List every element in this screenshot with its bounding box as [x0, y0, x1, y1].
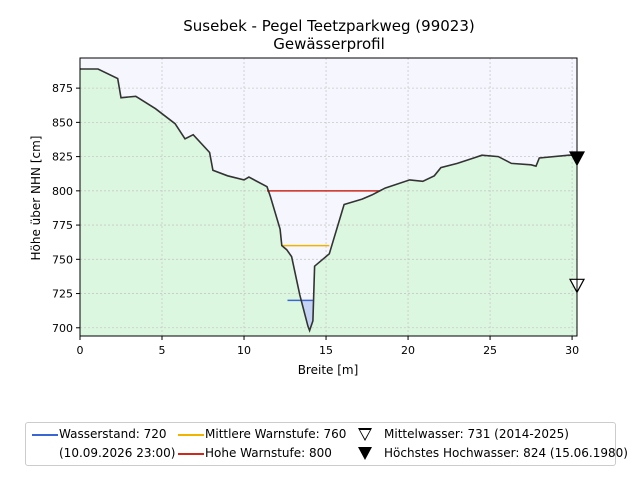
y-tick-label: 875 [52, 82, 73, 95]
plot-area [79, 57, 586, 337]
x-tick-label: 5 [159, 344, 166, 357]
x-tick-label: 30 [565, 344, 579, 357]
legend-label-wasserstand: Wasserstand: 720 [59, 427, 167, 441]
plot-frame [79, 57, 578, 337]
x-axis-label: Breite [m] [298, 363, 359, 377]
y-tick-label: 825 [52, 151, 73, 164]
legend-swatch-mittlere-warnstufe [178, 434, 204, 436]
x-tick-label: 15 [319, 344, 333, 357]
x-axis: 0 5 10 15 20 25 30 [77, 336, 579, 357]
water-area [301, 300, 314, 331]
legend-label-mittelwasser: Mittelwasser: 731 (2014-2025) [384, 427, 569, 441]
legend-label-mittlere-warnstufe: Mittlere Warnstufe: 760 [205, 427, 347, 441]
y-tick-label: 800 [52, 185, 73, 198]
y-tick-label: 700 [52, 322, 73, 335]
chart-title: Susebek - Pegel Teetzparkweg (99023) [183, 17, 474, 35]
legend-swatch-hohe-warnstufe [178, 453, 204, 455]
x-tick-label: 10 [237, 344, 251, 357]
legend-label-wasserstand-time: (10.09.2026 23:00) [59, 446, 176, 460]
y-tick-label: 850 [52, 116, 73, 129]
legend-label-hochwasser: Höchstes Hochwasser: 824 (15.06.1980) [384, 446, 628, 460]
x-tick-label: 25 [483, 344, 497, 357]
chart-subtitle: Gewässerprofil [273, 35, 385, 53]
terrain-fill [80, 69, 577, 336]
y-tick-label: 775 [52, 219, 73, 232]
y-tick-label: 725 [52, 288, 73, 301]
legend-swatch-wasserstand [32, 434, 58, 436]
filled-triangle-icon [358, 447, 372, 460]
y-axis: 700 725 750 775 800 825 850 875 [52, 82, 80, 335]
x-tick-label: 20 [401, 344, 415, 357]
legend: Wasserstand: 720 (10.09.2026 23:00) Mitt… [25, 422, 628, 466]
profile-line [80, 68, 577, 333]
legend-label-hohe-warnstufe: Hohe Warnstufe: 800 [205, 446, 332, 460]
y-axis-label: Höhe über NHN [cm] [29, 136, 43, 261]
y-tick-label: 750 [52, 253, 73, 266]
x-tick-label: 0 [77, 344, 84, 357]
